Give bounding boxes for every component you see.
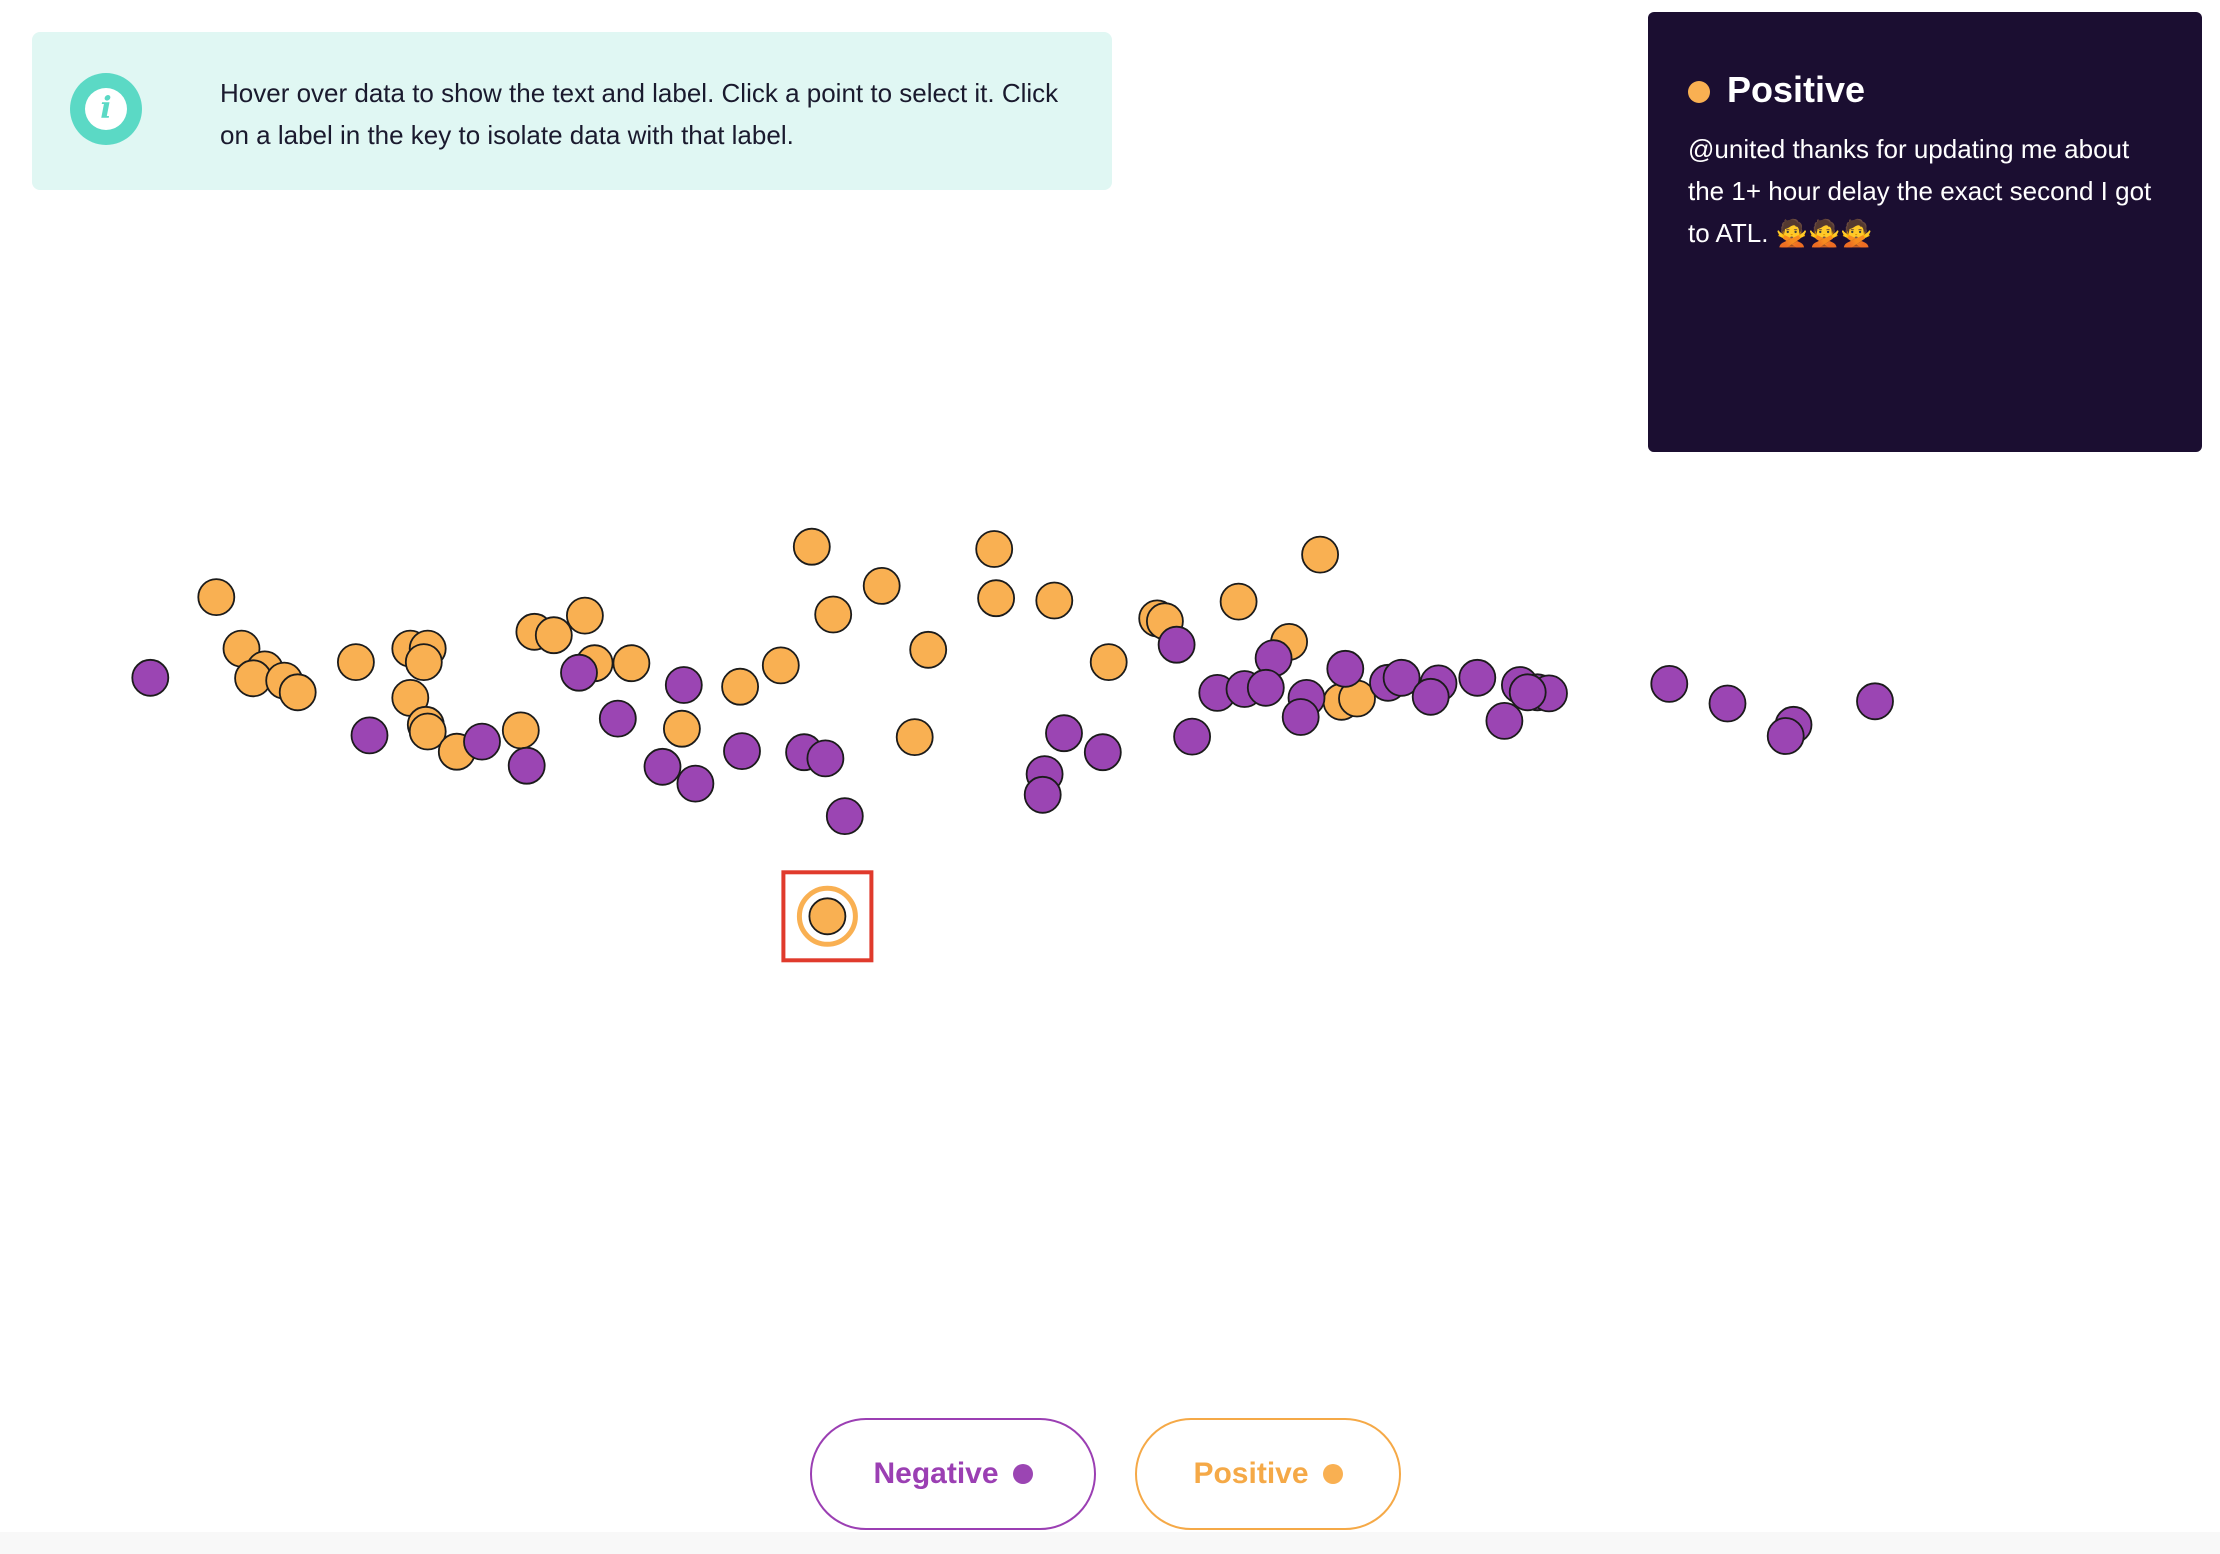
data-point-negative-40[interactable]	[825, 797, 864, 835]
selected-point-card: Positive @united thanks for updating me …	[1648, 12, 2202, 452]
data-point-negative-31[interactable]	[723, 732, 761, 770]
data-point-negative-22[interactable]	[598, 699, 637, 738]
data-point-positive-6[interactable]	[1035, 581, 1074, 620]
data-point-negative-0[interactable]	[131, 658, 170, 697]
legend-negative-button[interactable]: Negative	[810, 1418, 1096, 1530]
data-point-positive-9[interactable]	[566, 596, 604, 635]
data-point-negative-23[interactable]	[1281, 698, 1320, 736]
data-point-negative-35[interactable]	[507, 746, 546, 785]
data-point-positive-30[interactable]	[278, 673, 317, 712]
info-text: Hover over data to show the text and lab…	[220, 78, 1059, 150]
data-point-positive-5[interactable]	[977, 579, 1015, 618]
data-point-positive-10[interactable]	[814, 595, 853, 634]
data-point-negative-27[interactable]	[350, 716, 389, 755]
legend-positive-label: Positive	[1193, 1457, 1309, 1490]
selected-label: Positive	[1727, 69, 1866, 110]
data-point-negative-34[interactable]	[1083, 733, 1122, 772]
data-point-positive-3[interactable]	[1301, 535, 1339, 574]
bottom-strip	[0, 1532, 2220, 1554]
data-point-negative-24[interactable]	[1485, 702, 1524, 740]
data-point-positive-20[interactable]	[336, 643, 375, 681]
legend-positive-button[interactable]: Positive	[1135, 1418, 1401, 1530]
data-point-negative-4[interactable]	[1326, 649, 1365, 688]
data-point-negative-5[interactable]	[664, 666, 703, 704]
selected-text: @united thanks for updating me about the…	[1688, 134, 2152, 248]
data-point-negative-29[interactable]	[1045, 714, 1083, 753]
data-point-positive-37[interactable]	[663, 709, 701, 748]
data-point-positive-7[interactable]	[1219, 582, 1258, 621]
data-point-positive-35[interactable]	[408, 712, 447, 751]
data-point-positive-2[interactable]	[975, 530, 1014, 568]
data-point-negative-36[interactable]	[643, 747, 682, 786]
data-point-positive-1[interactable]	[792, 527, 831, 566]
data-point-negative-38[interactable]	[676, 764, 715, 803]
data-point-positive-29[interactable]	[721, 667, 759, 706]
data-point-negative-20[interactable]	[1708, 684, 1747, 723]
selected-point-ring	[796, 885, 858, 947]
legend-negative-dot	[1012, 1464, 1033, 1484]
data-point-positive-36[interactable]	[501, 711, 540, 750]
selected-label-dot	[1688, 81, 1710, 103]
data-point-negative-26[interactable]	[1766, 717, 1805, 755]
info-icon-glyph: i	[85, 88, 127, 130]
selected-data-point[interactable]	[808, 897, 847, 936]
data-point-negative-8[interactable]	[1246, 668, 1285, 707]
data-point-negative-13[interactable]	[1458, 658, 1497, 697]
data-point-negative-1[interactable]	[560, 653, 598, 692]
data-point-positive-4[interactable]	[862, 567, 901, 605]
data-point-negative-21[interactable]	[1856, 682, 1894, 721]
info-icon: i	[70, 73, 142, 145]
info-banner: i Hover over data to show the text and l…	[32, 32, 1112, 190]
data-point-positive-21[interactable]	[404, 643, 443, 681]
data-point-negative-39[interactable]	[1023, 775, 1062, 814]
legend-positive-dot	[1322, 1464, 1343, 1484]
data-point-negative-2[interactable]	[1157, 625, 1196, 664]
legend-negative-label: Negative	[873, 1457, 999, 1490]
data-point-negative-30[interactable]	[1173, 717, 1211, 756]
data-point-positive-24[interactable]	[761, 646, 800, 685]
data-point-negative-28[interactable]	[463, 722, 501, 761]
data-point-negative-18[interactable]	[1411, 677, 1450, 716]
data-point-positive-8[interactable]	[197, 578, 236, 616]
data-point-positive-19[interactable]	[909, 630, 948, 669]
data-point-positive-25[interactable]	[1089, 643, 1128, 681]
data-point-positive-14[interactable]	[534, 616, 573, 655]
data-point-negative-19[interactable]	[1650, 665, 1689, 703]
data-point-positive-38[interactable]	[895, 718, 934, 756]
data-point-negative-33[interactable]	[806, 739, 845, 778]
data-point-negative-17[interactable]	[1508, 673, 1547, 712]
data-point-negative-11[interactable]	[1382, 658, 1421, 697]
selected-point-box	[781, 870, 874, 963]
data-point-positive-23[interactable]	[612, 644, 651, 683]
